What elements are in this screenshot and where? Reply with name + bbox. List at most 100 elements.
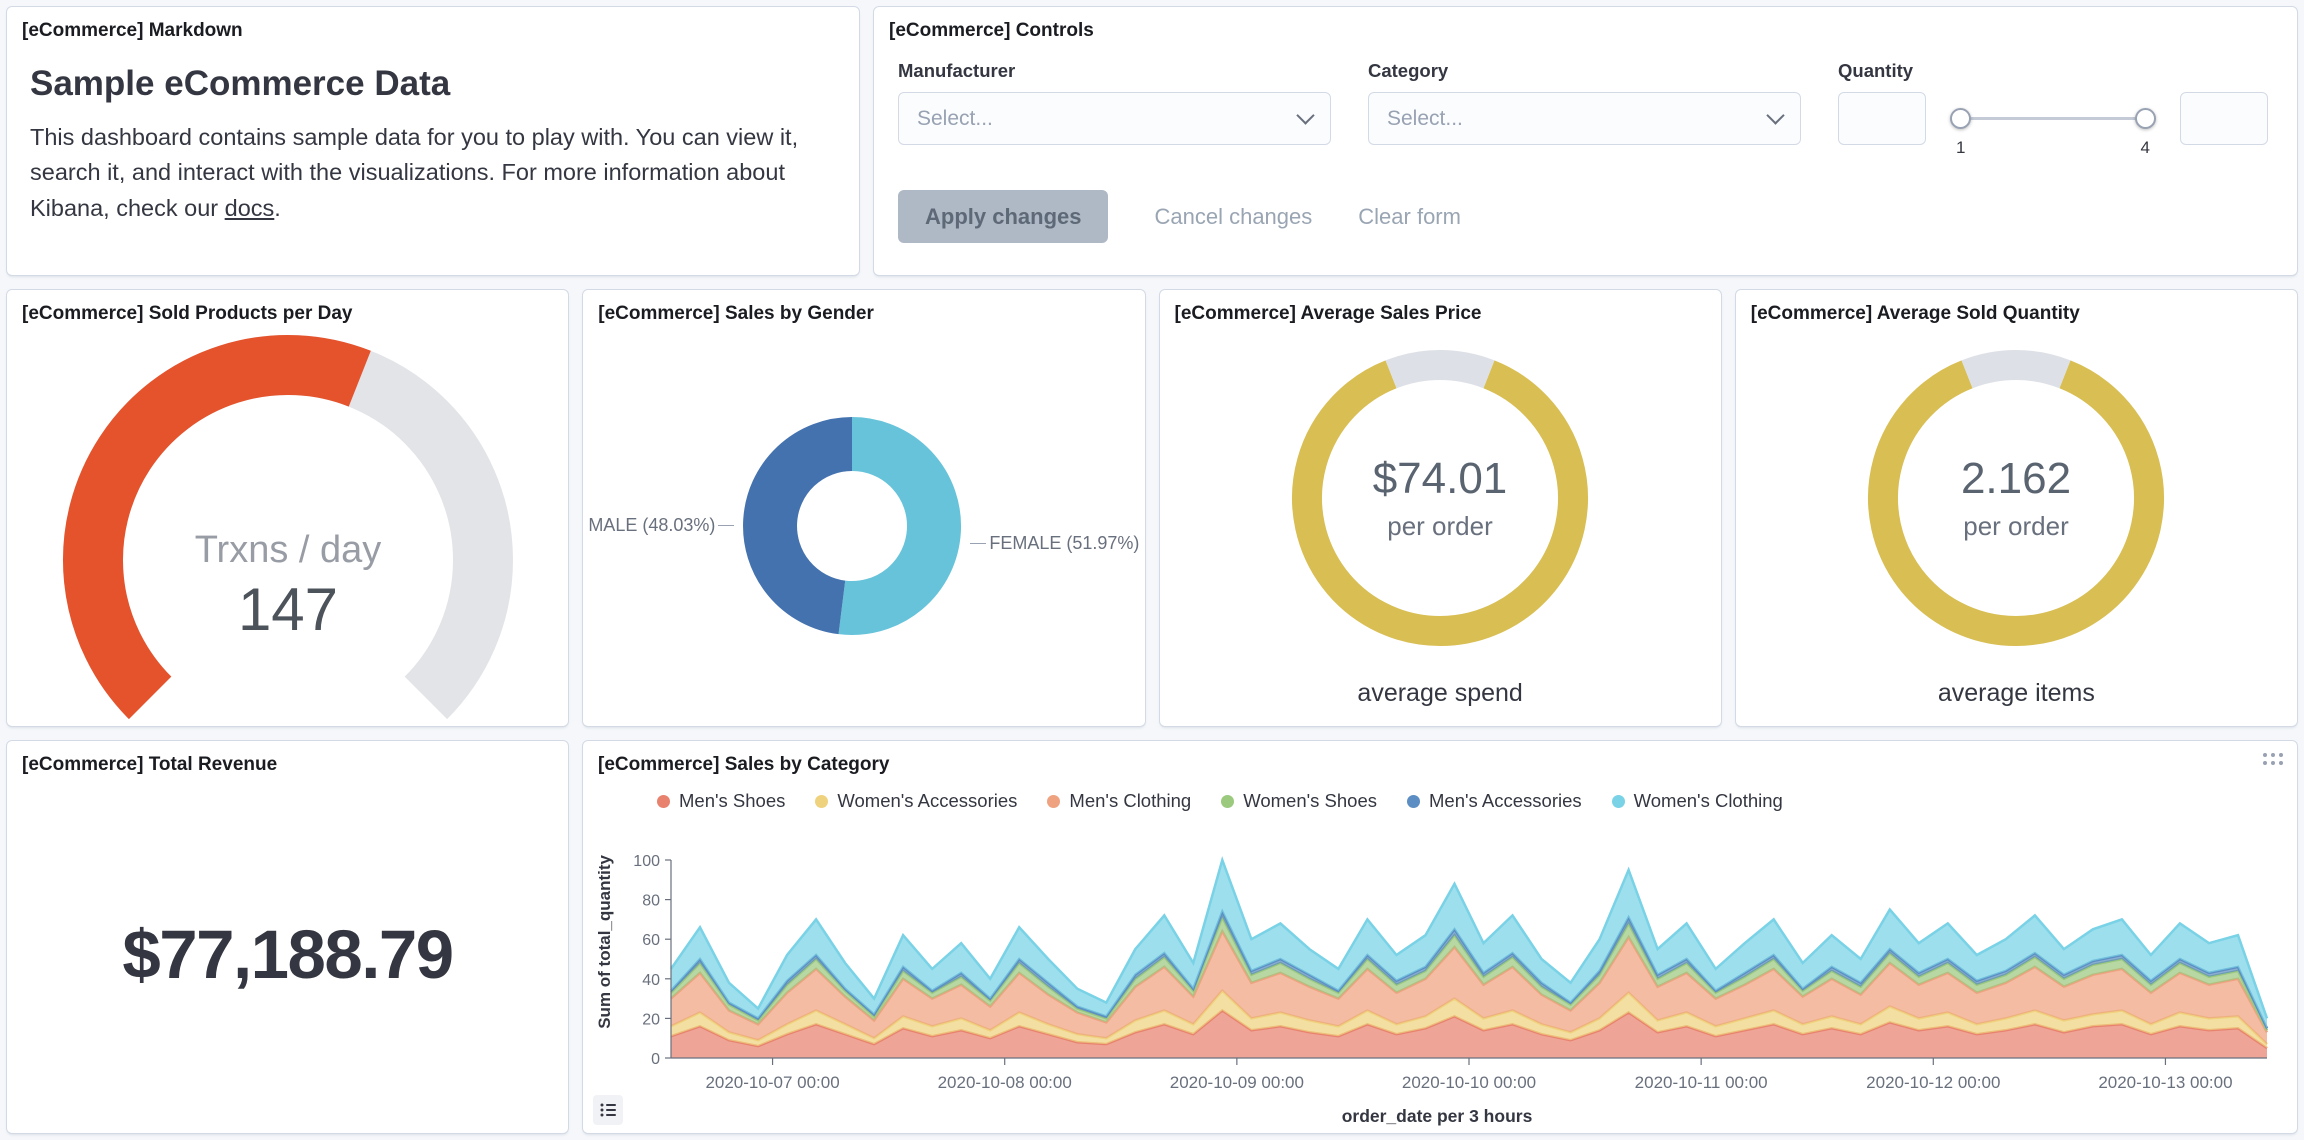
control-quantity: Quantity 1 4 — [1838, 60, 2268, 164]
panel-markdown: [eCommerce] Markdown Sample eCommerce Da… — [6, 6, 860, 276]
x-tick-label: 2020-10-13 00:00 — [2098, 1073, 2232, 1092]
panel-controls: [eCommerce] Controls Manufacturer Select… — [873, 6, 2298, 276]
gender-donut-svg — [743, 416, 962, 635]
panel-title: [eCommerce] Controls — [889, 20, 1094, 41]
legend-item[interactable]: Men's Clothing — [1047, 790, 1191, 812]
pie-slice-label-female: FEMALE (51.97%) — [967, 533, 1139, 554]
goal-caption: average items — [1937, 679, 2095, 707]
controls-buttons-row: Apply changes Cancel changes Clear form — [874, 190, 2297, 243]
x-axis-title: order_date per 3 hours — [1341, 1106, 1533, 1126]
legend-item[interactable]: Women's Shoes — [1221, 790, 1377, 812]
goal-value: $74.01 — [1373, 454, 1508, 503]
slider-handle-min[interactable] — [1950, 108, 1971, 129]
panel-title: [eCommerce] Sales by Gender — [598, 303, 874, 324]
chevron-down-icon — [1296, 105, 1315, 125]
y-tick-label: 20 — [642, 1011, 660, 1028]
quantity-row: 1 4 — [1838, 92, 2268, 164]
category-select[interactable]: Select... — [1368, 92, 1801, 145]
markdown-content: Sample eCommerce Data This dashboard con… — [7, 42, 859, 232]
legend-label: Women's Shoes — [1243, 790, 1378, 811]
label-connector-line — [970, 543, 987, 544]
goal-caption: average spend — [1357, 679, 1523, 707]
y-tick-label: 0 — [651, 1051, 660, 1068]
legend-label: Women's Accessories — [837, 790, 1018, 811]
legend-toggle-icon[interactable] — [593, 1095, 623, 1125]
manufacturer-label: Manufacturer — [898, 60, 1016, 81]
dashboard-row-2: [eCommerce] Sold Products per Day Trxns … — [6, 289, 2298, 727]
metric-chart: $77,188.79 — [7, 776, 568, 1133]
x-tick-label: 2020-10-10 00:00 — [1402, 1073, 1536, 1092]
docs-link[interactable]: docs — [224, 194, 275, 221]
y-tick-label: 60 — [642, 932, 660, 949]
clear-form-button[interactable]: Clear form — [1358, 203, 1461, 229]
legend-item[interactable]: Women's Accessories — [815, 790, 1017, 812]
gauge-chart: Trxns / day 147 — [7, 325, 568, 726]
legend-item[interactable]: Men's Accessories — [1407, 790, 1582, 812]
quantity-min-input[interactable] — [1838, 92, 1926, 145]
y-tick-label: 40 — [642, 972, 660, 989]
legend-dot-icon — [657, 794, 670, 808]
category-label: Category — [1368, 60, 1449, 81]
manufacturer-select[interactable]: Select... — [898, 92, 1331, 145]
avg-qty-goal-svg: 2.162 per order — [1868, 350, 2165, 646]
panel-title: [eCommerce] Sales by Category — [598, 754, 890, 775]
pie-slice-label-male: MALE (48.03%) — [588, 515, 737, 536]
markdown-heading: Sample eCommerce Data — [30, 64, 451, 103]
y-tick-label: 80 — [642, 893, 660, 910]
y-axis-title: Sum of total_quantity — [595, 855, 614, 1029]
panel-title: [eCommerce] Total Revenue — [22, 754, 278, 775]
legend-dot-icon — [1047, 794, 1061, 808]
markdown-text-end: . — [274, 194, 281, 221]
y-tick-label: 100 — [633, 853, 660, 870]
label-connector-line — [718, 525, 735, 526]
legend-item[interactable]: Women's Clothing — [1611, 790, 1783, 812]
x-tick-label: 2020-10-12 00:00 — [1866, 1073, 2000, 1092]
dashboard-row-3: [eCommerce] Total Revenue $77,188.79 [eC… — [6, 740, 2298, 1134]
avg-price-goal-chart: $74.01 per order average spend — [1160, 325, 1721, 726]
control-category: Category Select... — [1368, 60, 1801, 164]
sales-category-area-chart: 0 20 40 60 80 100 2020-10-07 00:00 2020-10-08 0… — [633, 853, 2269, 1092]
markdown-text: This dashboard contains sample data for … — [30, 124, 799, 221]
chart-wrap: Sum of total_quantity 0 20 40 60 80 100 2020-1… — [595, 820, 2279, 1104]
x-tick-label: 2020-10-08 00:00 — [938, 1073, 1072, 1092]
apply-changes-button[interactable]: Apply changes — [898, 190, 1109, 243]
avg-qty-goal-chart: 2.162 per order average items — [1736, 325, 2297, 726]
markdown-body: This dashboard contains sample data for … — [30, 120, 836, 226]
x-tick-label: 2020-10-07 00:00 — [705, 1073, 839, 1092]
slider-track[interactable] — [1958, 117, 2148, 120]
category-select-placeholder: Select... — [1387, 106, 1463, 130]
legend-dot-icon — [1221, 794, 1235, 808]
goal-sub-label: per order — [1964, 511, 2070, 541]
total-revenue-value: $77,188.79 — [122, 916, 454, 993]
panel-title: [eCommerce] Average Sold Quantity — [1750, 303, 2080, 324]
x-tick-label: 2020-10-11 00:00 — [1635, 1073, 1768, 1092]
panel-menu-icon[interactable] — [2261, 751, 2285, 772]
panel-title: [eCommerce] Sold Products per Day — [22, 303, 353, 324]
female-label-text: FEMALE (51.97%) — [989, 533, 1140, 553]
legend-item[interactable]: Men's Shoes — [657, 790, 785, 812]
legend-dot-icon — [1611, 794, 1625, 808]
legend-label: Women's Clothing — [1633, 790, 1783, 811]
legend-label: Men's Accessories — [1429, 790, 1582, 811]
legend-label: Men's Shoes — [679, 790, 786, 811]
panel-average-sales-price: [eCommerce] Average Sales Price $74.01 p… — [1158, 289, 1722, 727]
panel-title: [eCommerce] Markdown — [22, 20, 243, 41]
cancel-changes-button[interactable]: Cancel changes — [1154, 203, 1313, 229]
quantity-max-input[interactable] — [2180, 92, 2268, 145]
quantity-label: Quantity — [1838, 60, 1914, 81]
legend-label: Men's Clothing — [1069, 790, 1192, 811]
legend-dot-icon — [815, 794, 829, 808]
gauge-label: Trxns / day — [194, 529, 381, 571]
legend-dot-icon — [1407, 794, 1421, 808]
manufacturer-select-placeholder: Select... — [917, 106, 993, 130]
sold-products-gauge: Trxns / day 147 — [62, 334, 513, 719]
quantity-range-slider[interactable]: 1 4 — [1948, 92, 2158, 164]
chart-legend: Men's Shoes Women's Accessories Men's Clot… — [657, 790, 2279, 812]
slider-handle-max[interactable] — [2135, 108, 2156, 129]
goal-value: 2.162 — [1961, 454, 2071, 503]
panel-sales-by-gender: [eCommerce] Sales by Gender MALE (48.03%… — [582, 289, 1146, 727]
area-chart-body: Men's Shoes Women's Accessories Men's Clot… — [583, 776, 2297, 1133]
control-manufacturer: Manufacturer Select... — [898, 60, 1331, 164]
male-label-text: MALE (48.03%) — [588, 515, 716, 535]
